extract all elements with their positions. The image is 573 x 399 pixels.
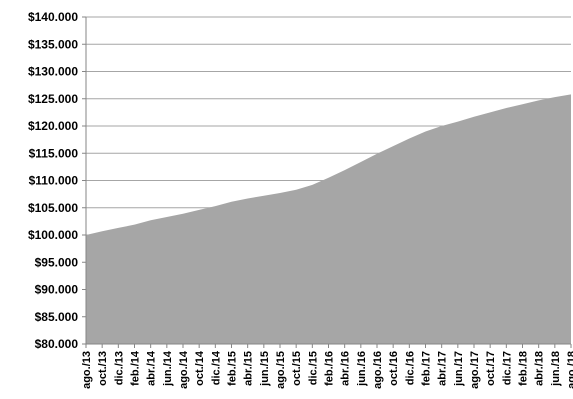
y-tick-label: $90.000	[35, 283, 79, 297]
x-tick-label: jun./17	[453, 351, 465, 387]
x-tick-label: oct./17	[485, 351, 497, 386]
y-tick-label: $85.000	[35, 310, 79, 324]
x-tick-label: ago./13	[81, 351, 93, 389]
x-tick-label: jun./14	[162, 350, 174, 387]
x-axis-ticks: ago./13 oct./13 dic./13 feb./14 abr./14 jun./…	[81, 350, 573, 389]
x-tick-label: oct./15	[291, 351, 303, 386]
y-tick-label: $100.000	[28, 228, 78, 242]
y-tick-label: $135.000	[28, 37, 78, 51]
x-tick-label: ago./18	[566, 351, 573, 389]
axes	[82, 16, 572, 348]
x-tick-label: ago./16	[372, 351, 384, 389]
y-axis-ticks: $80.000 $85.000 $90.000 $95.000 $100.000 $105…	[28, 10, 78, 351]
x-tick-label: jun./15	[259, 351, 271, 387]
x-tick-label: ago./15	[275, 351, 287, 389]
y-tick-label: $140.000	[28, 10, 78, 24]
x-tick-label: jun./16	[356, 351, 368, 387]
x-tick-label: feb./17	[421, 351, 433, 386]
x-tick-label: abr./18	[534, 351, 546, 386]
x-tick-label: ago./17	[469, 351, 481, 389]
x-tick-label: abr./15	[243, 351, 255, 386]
y-tick-label: $80.000	[35, 337, 79, 351]
x-tick-label: feb./14	[130, 350, 142, 386]
x-tick-label: oct./13	[97, 351, 109, 386]
x-tick-label: dic./15	[307, 351, 319, 385]
y-tick-label: $130.000	[28, 65, 78, 79]
x-tick-label: oct./16	[388, 351, 400, 386]
x-tick-label: abr./16	[340, 351, 352, 386]
x-tick-label: dic./14	[210, 350, 222, 385]
x-tick-label: feb./16	[324, 351, 336, 386]
y-tick-label: $120.000	[28, 119, 78, 133]
x-tick-label: feb./15	[227, 351, 239, 386]
x-tick-label: jun./18	[550, 351, 562, 387]
x-tick-label: ago./14	[178, 350, 190, 389]
x-tick-label: abr./17	[437, 351, 449, 386]
y-tick-label: $115.000	[29, 146, 79, 160]
y-tick-label: $125.000	[28, 92, 78, 106]
x-tick-label: feb./18	[518, 351, 530, 386]
x-tick-label: abr./14	[146, 350, 158, 386]
x-tick-label: dic./17	[501, 351, 513, 385]
x-tick-label: oct./14	[194, 350, 206, 386]
y-tick-label: $95.000	[35, 255, 79, 269]
x-tick-label: dic./13	[113, 351, 125, 385]
y-tick-label: $105.000	[28, 201, 78, 215]
area-series	[86, 94, 571, 344]
y-tick-label: $110.000	[29, 174, 79, 188]
x-tick-label: dic./16	[404, 351, 416, 385]
